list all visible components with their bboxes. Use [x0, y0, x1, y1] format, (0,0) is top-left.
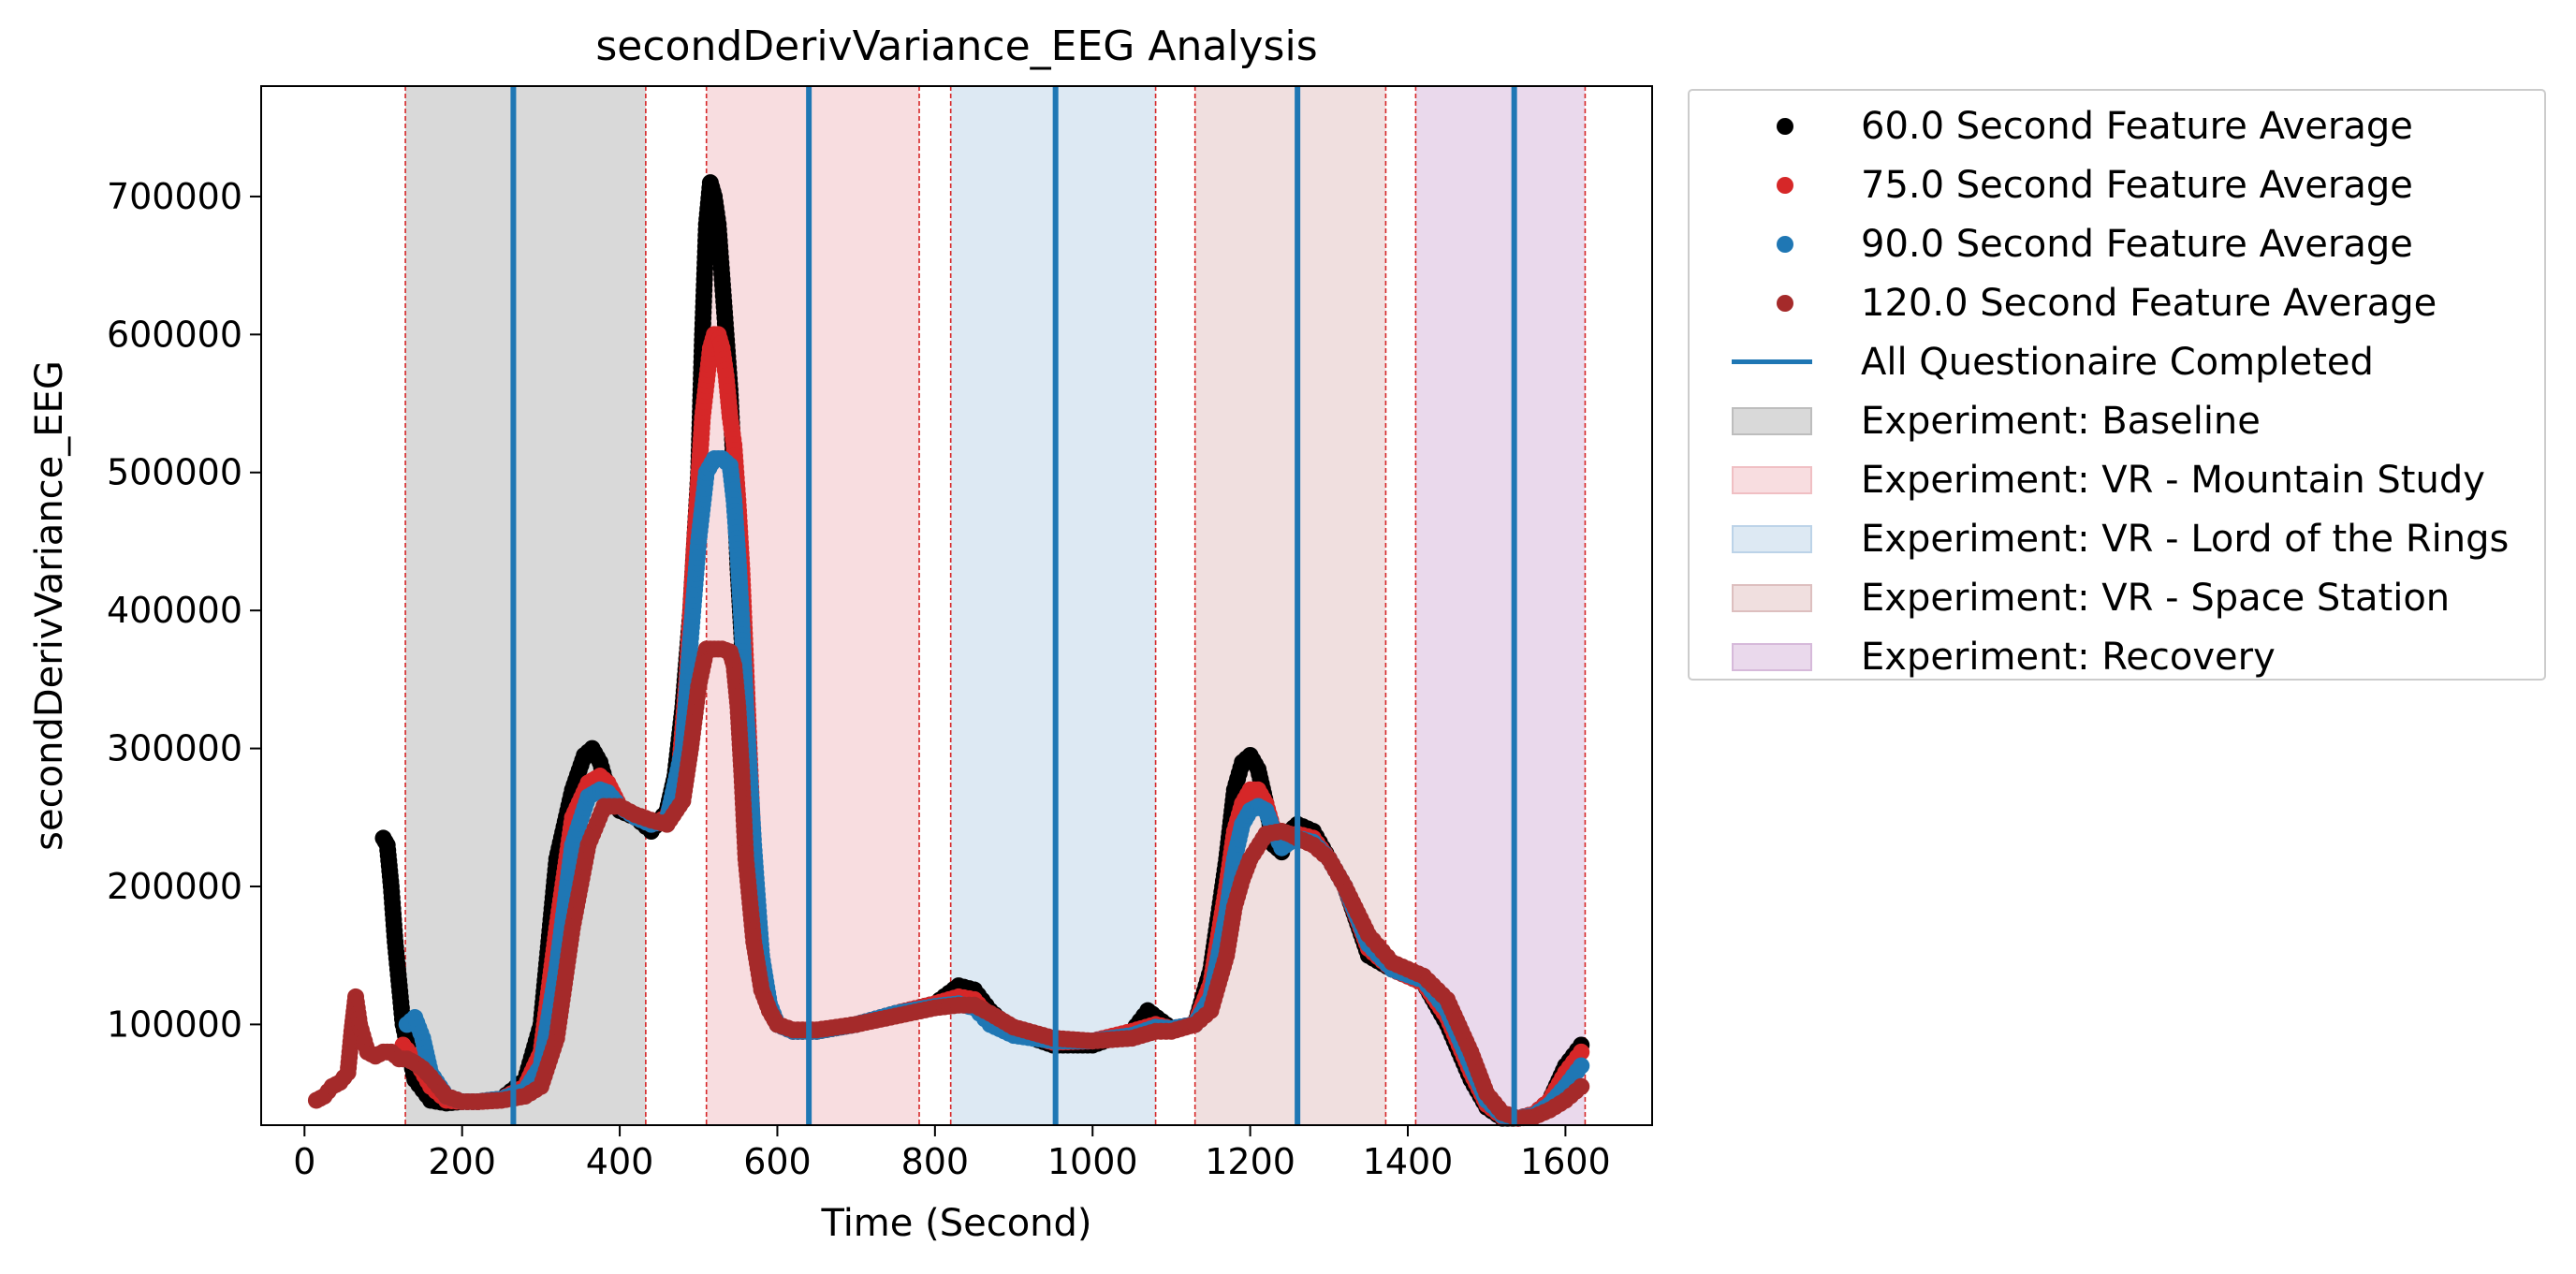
- legend-patch: [1732, 643, 1812, 671]
- legend-item-75s: 75.0 Second Feature Average: [1690, 162, 2544, 209]
- y-axis-label: secondDerivVariance_EEG: [28, 360, 71, 851]
- data-point: [1573, 1043, 1590, 1061]
- legend-label: 90.0 Second Feature Average: [1861, 223, 2413, 266]
- legend-label: Experiment: VR - Space Station: [1861, 577, 2451, 620]
- legend-marker: [1777, 118, 1793, 135]
- y-axis-ticks: 100000 200000 300000 400000 500000 600000 7000…: [107, 176, 261, 1045]
- x-tick-label: 0: [293, 1141, 315, 1182]
- legend: 60.0 Second Feature Average 75.0 Second …: [1688, 89, 2546, 681]
- legend-patch: [1732, 584, 1812, 612]
- legend-label: All Questionaire Completed: [1861, 341, 2374, 384]
- legend-label: Experiment: VR - Lord of the Rings: [1861, 518, 2510, 561]
- region-0: [405, 86, 646, 1125]
- legend-label: Experiment: Recovery: [1861, 636, 2276, 679]
- legend-label: Experiment: VR - Mountain Study: [1861, 459, 2485, 502]
- x-tick-label: 400: [586, 1141, 654, 1182]
- legend-patch: [1732, 407, 1812, 435]
- legend-marker: [1777, 295, 1793, 312]
- legend-patch: [1732, 525, 1812, 553]
- legend-item-120s: 120.0 Second Feature Average: [1690, 280, 2544, 327]
- legend-marker: [1777, 236, 1793, 253]
- x-tick-label: 1400: [1363, 1141, 1454, 1182]
- y-tick-label: 100000: [107, 1003, 242, 1045]
- data-point: [1573, 1057, 1590, 1075]
- legend-label: 120.0 Second Feature Average: [1861, 282, 2437, 325]
- x-tick-label: 1600: [1520, 1141, 1611, 1182]
- legend-item-60s: 60.0 Second Feature Average: [1690, 103, 2544, 150]
- x-tick-label: 1000: [1047, 1141, 1138, 1182]
- x-tick-label: 1200: [1205, 1141, 1295, 1182]
- y-tick-label: 200000: [107, 866, 242, 907]
- y-tick-label: 300000: [107, 728, 242, 769]
- legend-marker: [1777, 177, 1793, 194]
- x-axis-label: Time (Second): [820, 1202, 1091, 1245]
- legend-item-90s: 90.0 Second Feature Average: [1690, 221, 2544, 268]
- plot-frame: [260, 85, 1653, 1126]
- questionnaire-lines: [510, 86, 1517, 1125]
- legend-item-space-station: Experiment: VR - Space Station: [1690, 575, 2544, 622]
- data-point: [1573, 1077, 1590, 1095]
- legend-item-lotr: Experiment: VR - Lord of the Rings: [1690, 516, 2544, 563]
- legend-item-questionnaire: All Questionaire Completed: [1690, 339, 2544, 386]
- legend-item-baseline: Experiment: Baseline: [1690, 398, 2544, 445]
- y-tick-label: 500000: [107, 452, 242, 493]
- y-tick-label: 600000: [107, 314, 242, 355]
- x-tick-label: 200: [428, 1141, 496, 1182]
- legend-label: Experiment: Baseline: [1861, 400, 2261, 443]
- x-tick-label: 600: [743, 1141, 812, 1182]
- legend-item-recovery: Experiment: Recovery: [1690, 634, 2544, 681]
- x-axis-ticks: 0 200 400 600 800 1000 1200 1400 1600: [293, 1125, 1611, 1182]
- legend-label: 75.0 Second Feature Average: [1861, 164, 2413, 207]
- y-tick-label: 700000: [107, 176, 242, 217]
- legend-line-marker: [1732, 359, 1812, 364]
- legend-patch: [1732, 466, 1812, 494]
- y-tick-label: 400000: [107, 590, 242, 631]
- x-tick-label: 800: [901, 1141, 970, 1182]
- chart-title: secondDerivVariance_EEG Analysis: [595, 22, 1317, 70]
- series-3: [307, 640, 1590, 1127]
- legend-item-mountain: Experiment: VR - Mountain Study: [1690, 457, 2544, 504]
- region-4: [1415, 86, 1586, 1125]
- legend-label: 60.0 Second Feature Average: [1861, 105, 2413, 148]
